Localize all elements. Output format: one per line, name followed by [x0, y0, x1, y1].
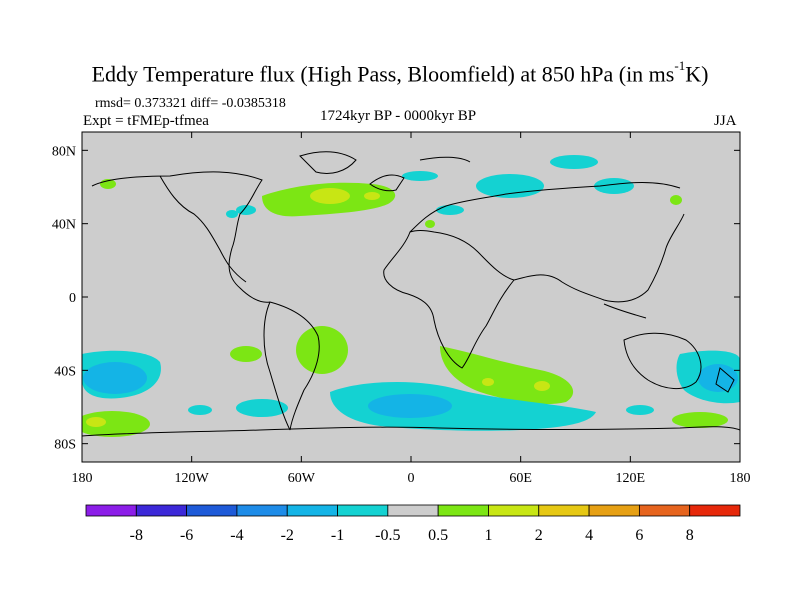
colorbar-swatch: [538, 504, 590, 517]
colorbar-label: 0.5: [428, 527, 448, 544]
latitude-axis: 80N 40N 0 40S 80S: [52, 144, 740, 453]
season-label: JJA: [714, 113, 737, 129]
lat-tick-label: 80N: [52, 144, 76, 159]
lon-tick-label: 120E: [616, 471, 646, 486]
colorbar-swatch: [286, 504, 338, 517]
colorbar-swatch: [236, 504, 288, 517]
colorbar-swatch: [337, 504, 389, 517]
colorbar-swatch: [689, 504, 741, 517]
patch-arctic-4: [594, 178, 634, 194]
colorbar-label: -1: [331, 527, 344, 544]
lat-tick-label: 0: [69, 291, 76, 306]
longitude-axis: 180 120W 60W 0 60E 120E 180: [72, 132, 751, 486]
experiment-label: Expt = tFMEp-tfmea: [83, 113, 209, 129]
lon-tick-label: 60E: [509, 471, 532, 486]
coastlines: [82, 151, 740, 437]
colorbar-label: 4: [585, 527, 593, 544]
colorbar-label: 6: [635, 527, 643, 544]
colorbar-swatch: [387, 504, 439, 517]
colorbar-swatch: [437, 504, 489, 517]
patch-north-atlantic-core: [310, 188, 350, 204]
colorbar-label: 8: [686, 527, 694, 544]
patch-arctic-1: [402, 171, 438, 181]
stats-label: rmsd= 0.373321 diff= -0.0385318: [95, 96, 286, 111]
colorbar-label: -2: [281, 527, 294, 544]
lon-tick-label: 60W: [288, 471, 316, 486]
colorbar-label: -0.5: [375, 527, 400, 544]
colorbar-label: 1: [484, 527, 492, 544]
lat-tick-label: 80S: [54, 438, 76, 453]
colorbar-swatch: [488, 504, 540, 517]
colorbar-label: -4: [230, 527, 243, 544]
flux-patches: [82, 151, 740, 437]
colorbar: -8 -6 -4 -2 -1 -0.5 0.5 1 2 4 6 8: [85, 504, 741, 544]
map-title: Eddy Temperature flux (High Pass, Bloomf…: [91, 58, 709, 87]
colorbar-swatch: [588, 504, 640, 517]
colorbar-swatch: [186, 504, 238, 517]
lon-tick-label: 180: [730, 471, 751, 486]
colorbar-label: -8: [130, 527, 143, 544]
period-label: 1724kyr BP - 0000kyr BP: [320, 108, 477, 124]
lat-tick-label: 40N: [52, 218, 76, 233]
patch-southern-ocean-blue: [330, 381, 596, 431]
colorbar-label: -6: [180, 527, 193, 544]
lon-tick-label: 180: [72, 471, 93, 486]
patch-south-america: [296, 326, 348, 374]
colorbar-swatch: [638, 504, 691, 517]
lat-tick-label: 40S: [54, 364, 76, 379]
colorbar-swatch: [85, 504, 137, 517]
colorbar-swatch: [135, 504, 188, 517]
lon-tick-label: 120W: [175, 471, 210, 486]
colorbar-label: 2: [535, 527, 543, 544]
patch-arctic-3: [550, 155, 598, 169]
patch-arctic-2: [476, 174, 544, 198]
lon-tick-label: 0: [408, 471, 415, 486]
